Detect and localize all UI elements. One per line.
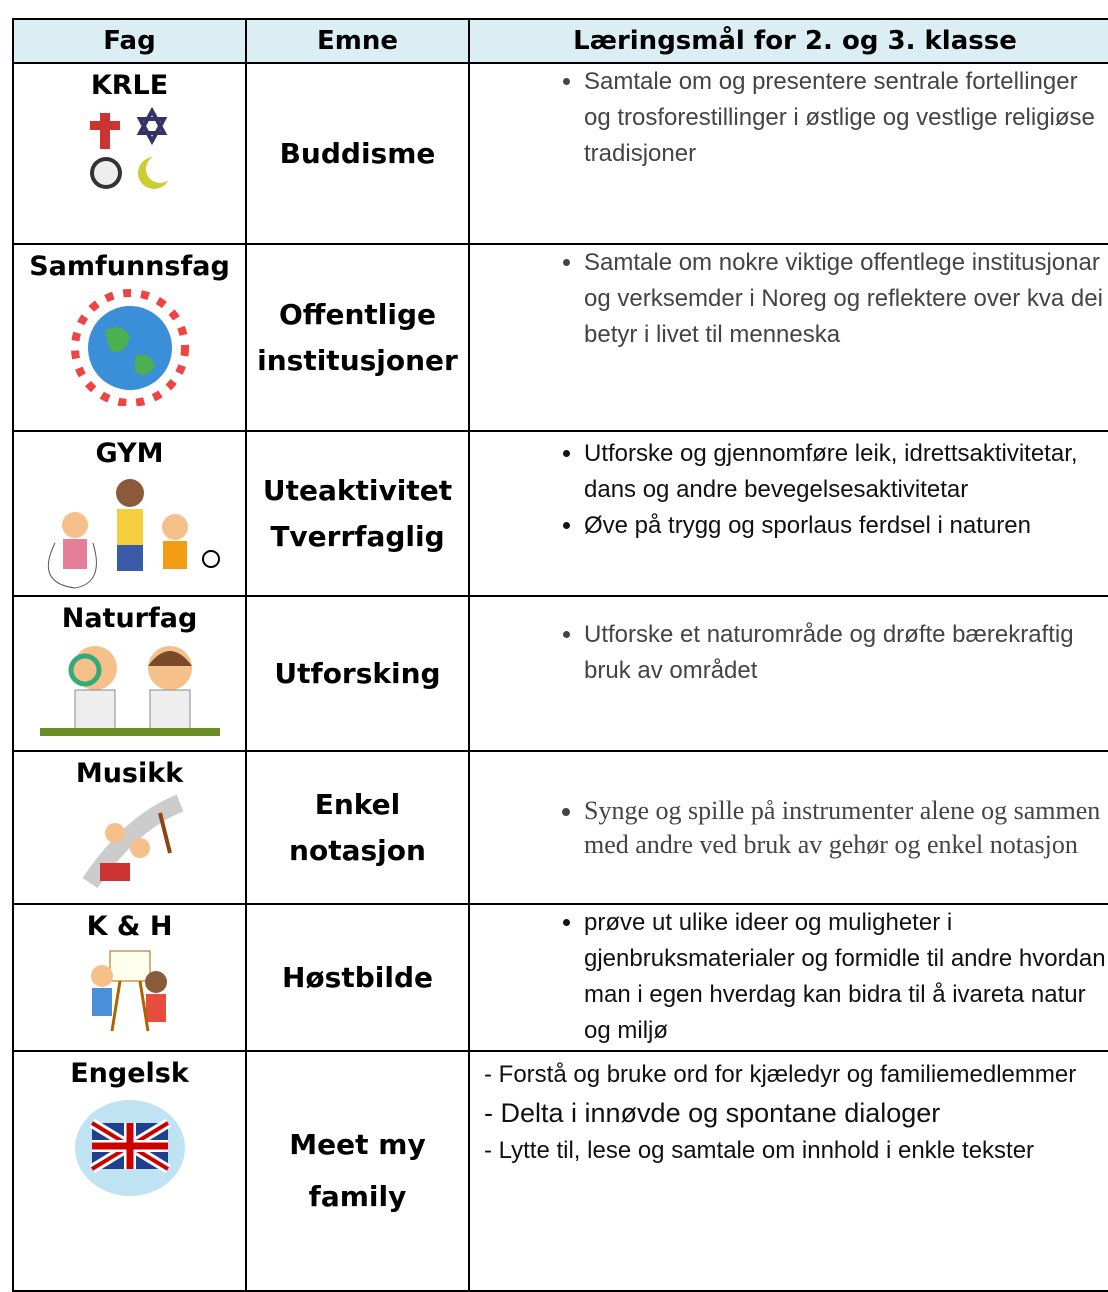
topic: Offentlige xyxy=(278,297,437,331)
topic-cell: Enkel notasjon xyxy=(245,750,470,905)
icon xyxy=(70,289,189,406)
header-row: Fag Emne Læringsmål for 2. og 3. klasse xyxy=(12,18,1108,64)
row: GYM Uteaktivitet Tverrfaglig Utforske og … xyxy=(12,430,1108,597)
goal: Utforske og gjennomføre leik, idrettsakt… xyxy=(584,436,1108,508)
subject: KRLE xyxy=(90,70,169,101)
subject: K & H xyxy=(86,911,173,942)
topic: Høstbilde xyxy=(282,960,433,994)
goal-cell: Samtale om og presentere sentrale fortel… xyxy=(468,62,1108,245)
icon xyxy=(74,1100,185,1196)
row: Musikk Enkel notasjon Synge og spille på … xyxy=(12,750,1108,905)
topic: institusjoner xyxy=(257,343,458,377)
goal: prøve ut ulike ideer og muligheter i gje… xyxy=(584,905,1108,1049)
subject-cell: K & H xyxy=(12,903,247,1052)
topic: Enkel xyxy=(314,787,401,821)
subject: Engelsk xyxy=(70,1058,189,1089)
goal: Øve på trygg og sporlaus ferdsel i natur… xyxy=(584,508,1108,544)
row: K & H Høstbilde prøve ut ulike ideer og … xyxy=(12,903,1108,1052)
icon xyxy=(89,106,174,189)
topic: Buddisme xyxy=(279,136,436,170)
subject-cell: Samfunnsfag xyxy=(12,243,247,432)
topic: Uteaktivitet xyxy=(262,473,453,507)
topic-cell: Meet my family xyxy=(245,1050,470,1292)
goal: Samtale om og presentere sentrale fortel… xyxy=(584,64,1108,172)
row: Samfunnsfag Offentlige institusjoner Samt… xyxy=(12,243,1108,432)
subject: Naturfag xyxy=(61,603,198,634)
goal-cell: Synge og spille på instrumenter alene og… xyxy=(468,750,1108,905)
topic: Utforsking xyxy=(274,656,441,690)
topic: Tverrfaglig xyxy=(270,519,445,553)
goal-cell: Utforske og gjennomføre leik, idrettsakt… xyxy=(468,430,1108,597)
plan-table: Fag Emne Læringsmål for 2. og 3. klasse … xyxy=(12,18,1108,1292)
subject: Musikk xyxy=(75,758,184,789)
icon xyxy=(47,479,220,589)
topic: notasjon xyxy=(289,833,426,867)
goal: Synge og spille på instrumenter alene og… xyxy=(584,794,1108,862)
header-cell: Emne xyxy=(245,18,470,64)
subject-cell: Engelsk xyxy=(12,1050,247,1292)
subject: GYM xyxy=(95,438,164,469)
goal-cell: - Forstå og bruke ord for kjæledyr og fa… xyxy=(468,1050,1108,1292)
row: Engelsk Meet my family - Forstå og bruke … xyxy=(12,1050,1108,1292)
subject-cell: Naturfag xyxy=(12,595,247,752)
goal: Utforske et naturområde og drøfte bærekr… xyxy=(584,617,1108,689)
icon xyxy=(39,646,220,736)
goal-cell: Samtale om nokre viktige offentlege inst… xyxy=(468,243,1108,432)
header-cell: Læringsmål for 2. og 3. klasse xyxy=(468,18,1108,64)
icon xyxy=(90,950,167,1032)
note: - Lytte til, lese og samtale om innhold … xyxy=(484,1137,1035,1164)
subject-cell: Musikk xyxy=(12,750,247,905)
topic-cell: Uteaktivitet Tverrfaglig xyxy=(245,430,470,597)
goal: Samtale om nokre viktige offentlege inst… xyxy=(584,245,1108,353)
subject-cell: KRLE xyxy=(12,62,247,245)
topic-cell: Høstbilde xyxy=(245,903,470,1052)
goal-cell: prøve ut ulike ideer og muligheter i gje… xyxy=(468,903,1108,1052)
topic: Meet my xyxy=(289,1128,426,1161)
topic-cell: Utforsking xyxy=(245,595,470,752)
subject: Samfunnsfag xyxy=(29,251,230,282)
row: KRLE Buddisme Samtale om og presentere s… xyxy=(12,62,1108,245)
icon xyxy=(82,794,184,889)
subject-cell: GYM xyxy=(12,430,247,597)
topic-cell: Buddisme xyxy=(245,62,470,245)
header-cell: Fag xyxy=(12,18,247,64)
topic: family xyxy=(308,1180,407,1213)
note: - Delta i innøvde og spontane dialoger xyxy=(484,1098,941,1128)
topic-cell: Offentlige institusjoner xyxy=(245,243,470,432)
row: Naturfag Utforsking Utforske et naturomr… xyxy=(12,595,1108,752)
note: - Forstå og bruke ord for kjæledyr og fa… xyxy=(484,1061,1077,1088)
goal-cell: Utforske et naturområde og drøfte bærekr… xyxy=(468,595,1108,752)
